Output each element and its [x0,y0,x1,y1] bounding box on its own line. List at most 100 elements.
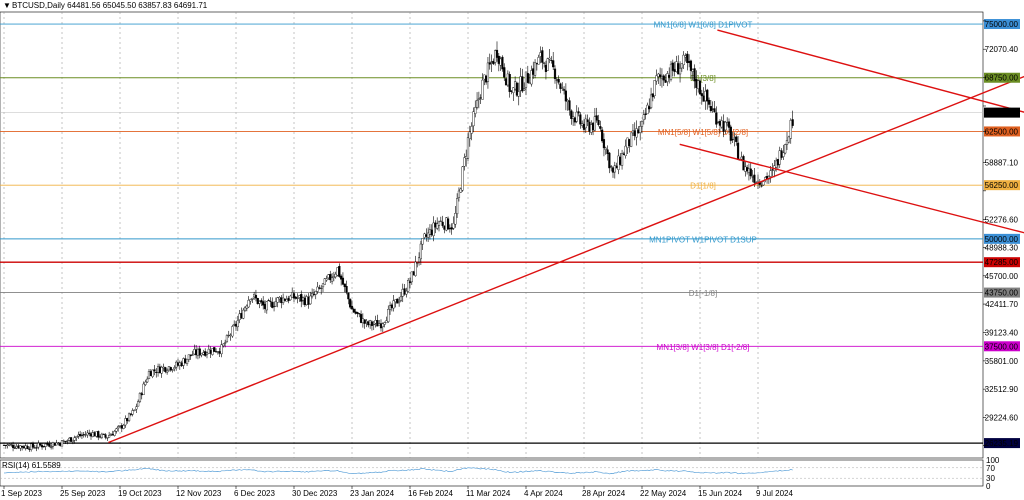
x-tick-label: 16 Feb 2024 [408,489,453,498]
candle-body [510,90,513,92]
price-box [984,233,1020,244]
candle-body [365,320,368,323]
candle-body [240,312,243,319]
candle-body [628,139,631,147]
candle-body [374,320,377,324]
candle-body [84,434,87,436]
candle-body [437,221,441,226]
candle-body [352,308,355,313]
candle-body [497,55,500,64]
symbol-dropdown-icon[interactable]: ▼ [3,1,11,10]
candle-body [664,79,667,83]
candle-body [477,98,480,100]
y-tick-label: 29224.60 [985,413,1019,422]
candle-body [11,444,15,448]
candle-body [276,297,279,303]
candle-body [59,443,62,446]
candle-body [193,349,196,355]
candle-body [428,229,432,235]
candle-body [6,444,9,446]
candle-body [630,132,633,147]
candle-body [42,446,45,448]
candle-body [751,176,754,178]
candle-body [305,296,308,305]
candle-body [164,367,167,372]
candle-body [481,79,484,100]
candle-body [675,61,678,72]
candle-body [173,367,176,370]
candle-body [450,227,453,230]
candle-body [158,366,161,374]
candle-body [115,428,118,432]
candle-body [557,79,560,83]
candle-body [541,50,544,63]
y-tick-label: 45700.00 [985,272,1019,281]
candle-body [722,121,725,132]
candle-body [189,354,192,357]
y-tick-label: 58887.10 [985,158,1019,167]
rsi-label: RSI(14) 61.5589 [2,461,61,470]
candle-body [620,153,624,166]
candle-body [457,190,461,198]
candle-body [717,122,720,124]
candle-body [688,60,691,63]
candle-body [98,436,102,438]
candle-body [746,167,749,172]
candle-body [439,220,442,222]
candle-body [555,79,558,81]
candle-body [390,304,393,309]
candle-body [693,68,696,82]
candle-body [503,67,506,78]
candle-body [167,366,171,371]
candle-body [325,278,328,281]
candle-body [26,445,29,450]
candle-body [309,295,312,305]
candle-body [225,335,229,343]
candle-body [611,167,615,173]
candle-body [582,123,586,130]
candle-body [504,78,508,86]
candle-body [472,111,475,127]
candle-body [185,358,189,364]
candle-body [517,91,520,97]
candle-body [501,56,504,70]
candle-body [260,300,263,303]
candle-body [559,83,562,89]
candle-body [376,320,379,327]
candle-body [180,362,183,367]
candle-body [633,130,636,137]
candle-body [606,149,609,155]
candle-body [492,60,495,65]
candle-body [272,306,276,308]
candle-body [702,95,705,102]
candle-body [340,275,343,280]
trendlines [108,29,1024,444]
candle-body [436,223,439,229]
candle-body [234,323,238,327]
level-label: MN1[5/8] W1[5/8] D1[2/8] [658,128,748,137]
candle-body [220,344,223,355]
y-tick-label: 72070.40 [985,45,1019,54]
candle-body [60,440,64,447]
candle-body [452,223,455,229]
candle-body [146,378,149,383]
candle-body [495,49,499,58]
candle-body [129,413,132,415]
candle-body [191,354,194,356]
candle-body [30,443,33,450]
candle-body [171,369,174,371]
level-label: MN1[3/8] W1[3/8] D1[-2/8] [657,343,750,352]
candle-body [118,425,122,427]
candle-body [46,443,49,445]
y-axis: 75000.00 68750.00 62500.00 56250.00 50000.00… [983,19,1020,449]
candle-body [394,299,397,303]
candle-body [19,445,22,449]
rsi-line [3,467,793,475]
candle-body [267,300,270,302]
level-label: D1[-1/8] [689,289,717,298]
candle-body [430,229,433,236]
candle-body [40,445,44,448]
candle-body [474,107,477,114]
level-lines: MN1[6/8] W1[6/8] D1PIVOT D1[3/8] MN1[5/8] … [0,21,983,444]
candle-body [330,277,334,282]
